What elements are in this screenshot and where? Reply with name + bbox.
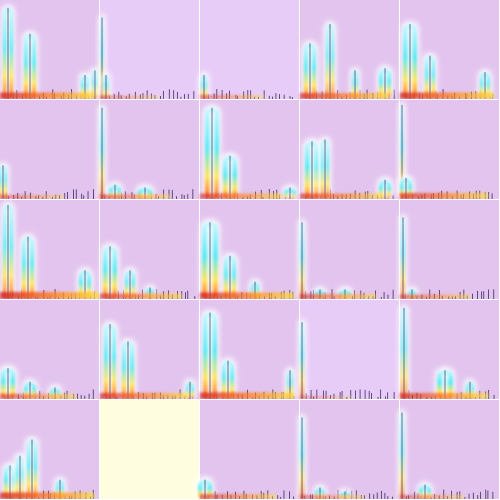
panel-background bbox=[0, 100, 100, 200]
panel-r3c5 bbox=[399, 200, 500, 300]
panel-r2c1 bbox=[0, 100, 100, 200]
panel-background bbox=[100, 400, 200, 500]
base-heat-strip bbox=[300, 93, 388, 99]
panel-background bbox=[200, 400, 300, 500]
panel-r4c1 bbox=[0, 300, 100, 400]
panel-background bbox=[400, 200, 500, 300]
base-heat-strip bbox=[100, 95, 158, 99]
base-heat-strip bbox=[200, 95, 264, 99]
base-heat-strip bbox=[400, 294, 470, 299]
base-heat-strip bbox=[200, 193, 282, 199]
panel-r5c2 bbox=[100, 400, 200, 500]
panel-background bbox=[400, 400, 500, 500]
base-heat-strip bbox=[0, 292, 100, 299]
base-heat-strip bbox=[400, 495, 464, 499]
panel-r2c4 bbox=[300, 100, 400, 200]
base-heat-strip bbox=[300, 396, 352, 399]
base-heat-strip bbox=[0, 394, 76, 399]
base-heat-strip bbox=[100, 293, 182, 299]
panel-r3c1 bbox=[0, 200, 100, 300]
panel-background bbox=[300, 200, 400, 300]
panel-r3c3 bbox=[200, 200, 300, 300]
panel-r1c2 bbox=[98, 0, 200, 100]
panel-r4c3 bbox=[200, 300, 300, 400]
panel-r3c2 bbox=[100, 200, 200, 300]
panel-r4c5 bbox=[399, 300, 500, 400]
panel-background bbox=[100, 0, 200, 100]
panel-r3c4 bbox=[298, 200, 400, 300]
panel-background bbox=[200, 0, 300, 100]
base-heat-strip bbox=[0, 92, 94, 99]
panel-background bbox=[300, 300, 400, 400]
base-heat-strip bbox=[100, 393, 188, 399]
base-heat-strip bbox=[400, 92, 494, 99]
base-heat-strip bbox=[0, 195, 64, 199]
base-heat-strip bbox=[200, 392, 294, 399]
panel-r4c4 bbox=[298, 300, 400, 400]
base-heat-strip bbox=[400, 393, 488, 399]
panel-r1c3 bbox=[199, 0, 300, 100]
base-heat-strip bbox=[400, 193, 488, 199]
panel-background bbox=[400, 100, 500, 200]
base-heat-strip bbox=[300, 294, 376, 299]
panel-r1c1 bbox=[0, 0, 100, 100]
panel-r5c1 bbox=[0, 400, 100, 500]
panel-r5c3 bbox=[196, 400, 300, 500]
panel-r5c4 bbox=[298, 400, 400, 500]
base-heat-strip bbox=[100, 194, 170, 199]
panel-r2c5 bbox=[398, 100, 500, 200]
panel-r1c5 bbox=[400, 0, 500, 100]
base-heat-strip bbox=[200, 494, 276, 499]
panel-background bbox=[300, 400, 400, 500]
base-heat-strip bbox=[300, 495, 364, 499]
panel-r5c5 bbox=[398, 400, 500, 500]
panel-r1c4 bbox=[300, 0, 400, 100]
base-heat-strip bbox=[300, 193, 382, 199]
panel-r4c2 bbox=[100, 300, 200, 400]
panel-r2c3 bbox=[200, 100, 300, 200]
base-heat-strip bbox=[200, 292, 294, 299]
panel-r2c2 bbox=[98, 100, 200, 200]
base-heat-strip bbox=[0, 492, 94, 499]
